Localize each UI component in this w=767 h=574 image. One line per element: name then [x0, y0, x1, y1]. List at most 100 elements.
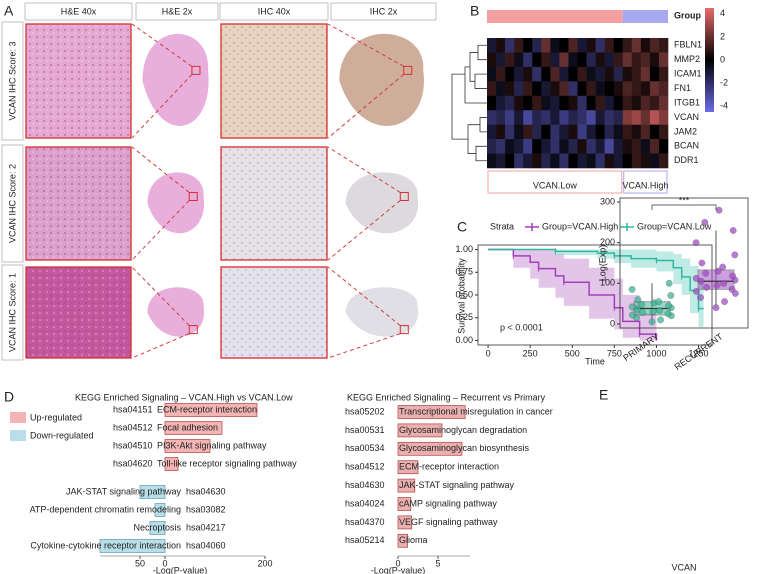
- x-tick-label: 0: [486, 348, 491, 358]
- bar: [397, 497, 412, 511]
- y-tick-label: 100: [600, 278, 615, 288]
- heatmap-cell: [550, 110, 560, 125]
- zoom-line: [327, 146, 401, 193]
- column-header-box: [135, 2, 219, 21]
- heatmap-cell: [622, 110, 633, 125]
- data-point: [712, 304, 720, 312]
- heatmap-cell: [532, 95, 542, 111]
- heatmap-cell: [541, 153, 551, 169]
- heatmap-cell: [487, 52, 497, 68]
- panel-letter: C: [457, 219, 467, 235]
- row-label: JAM2: [674, 126, 697, 136]
- legend-swatch: [10, 430, 26, 441]
- heatmap-cell: [595, 124, 605, 140]
- group-name: VCAN.High: [622, 180, 668, 190]
- heatmap-cell: [658, 95, 669, 111]
- data-point: [697, 294, 704, 301]
- heatmap-cell: [658, 66, 669, 82]
- x-tick-label: 500: [565, 348, 580, 358]
- heatmap-cell: [631, 66, 642, 82]
- pathway-name: Glycosaminoglycan biosynthesis: [399, 443, 530, 453]
- heatmap-cell: [631, 95, 642, 111]
- y-tick-label: 0.75: [455, 267, 473, 277]
- data-point: [719, 263, 727, 271]
- pathway-name: ECM-receptor interaction: [157, 404, 257, 414]
- heatmap-cell: [613, 124, 624, 140]
- heatmap-cell: [559, 95, 569, 111]
- data-point: [664, 310, 672, 318]
- heatmap-cell: [514, 81, 524, 97]
- significance-label: ***: [679, 195, 690, 205]
- heatmap-cell: [649, 153, 660, 169]
- heatmap-cell: [568, 95, 578, 111]
- micrograph-texture: [26, 267, 131, 358]
- column-header: H&E 40x: [61, 6, 97, 16]
- heatmap-cell: [622, 124, 633, 140]
- y-tick-label: 0: [610, 318, 615, 328]
- colorbar-label: -4: [720, 101, 728, 111]
- pathway-name: JAK-STAT signaling pathway: [66, 486, 182, 496]
- heatmap-cell: [514, 66, 524, 82]
- zoom-line: [327, 266, 401, 326]
- data-point: [656, 307, 663, 314]
- x-tick-label: 0: [395, 558, 400, 568]
- heatmap-cell: [649, 110, 660, 125]
- pathway-name: Cytokine-cytokine receptor interaction: [30, 540, 181, 550]
- annotation: p < 0.0001: [500, 322, 543, 332]
- heatmap-cell: [640, 139, 651, 154]
- heatmap-cell: [595, 52, 605, 68]
- x-tick-label: 5: [435, 558, 440, 568]
- plot-frame: [619, 197, 749, 329]
- bar: [397, 423, 443, 438]
- data-point: [713, 281, 721, 289]
- heatmap-cell: [523, 52, 533, 68]
- heatmap-cell: [550, 95, 560, 111]
- heatmap-cell: [577, 124, 587, 140]
- heatmap-cell: [505, 66, 515, 82]
- bar: [397, 515, 412, 530]
- heatmap-cell: [586, 81, 596, 97]
- tissue-section: [147, 287, 205, 337]
- zoom-line: [327, 200, 401, 261]
- significance-bracket: [651, 204, 717, 210]
- heatmap-cell: [586, 52, 596, 68]
- panel-letter: D: [4, 389, 14, 405]
- pathway-name: PI3K-Akt signaling pathway: [157, 440, 267, 450]
- micrograph-texture: [26, 24, 131, 138]
- data-point: [729, 227, 737, 234]
- x-tick-label: 1000: [646, 348, 666, 358]
- colorbar-label: -2: [720, 77, 728, 87]
- micrograph-texture: [221, 24, 327, 138]
- heatmap-cell: [523, 124, 533, 140]
- data-point: [714, 267, 722, 275]
- heatmap-cell: [523, 38, 533, 53]
- heatmap-cell: [577, 81, 587, 97]
- heatmap-cell: [613, 139, 624, 154]
- data-point: [628, 286, 636, 293]
- heatmap-cell: [622, 38, 633, 53]
- row-label: VCAN IHC Score: 3: [7, 41, 17, 120]
- heatmap-cell: [523, 66, 533, 82]
- heatmap-cell: [640, 95, 651, 111]
- zoom-line: [327, 23, 404, 67]
- heatmap-cell: [631, 38, 642, 53]
- zoom-box: [188, 325, 198, 335]
- heatmap-cell: [586, 153, 596, 169]
- heatmap-cell: [505, 38, 515, 53]
- heatmap-cell: [496, 38, 506, 53]
- zoom-line: [327, 333, 401, 359]
- legend-label: Down-regulated: [30, 430, 94, 440]
- chart-title: KEGG Enriched Signaling – Recurrent vs P…: [347, 392, 546, 402]
- group-bracket: [623, 170, 668, 194]
- heatmap-cell: [487, 95, 497, 111]
- heatmap-cell: [640, 81, 651, 97]
- colorbar: [705, 8, 714, 112]
- pathway-code: hsa00531: [345, 425, 385, 435]
- pathway-code: hsa00534: [345, 443, 385, 453]
- bar: [164, 421, 223, 435]
- heatmap-cell: [649, 52, 660, 68]
- heatmap-cell: [559, 81, 569, 97]
- pathway-code: hsa05214: [345, 535, 385, 545]
- column-header: IHC 2x: [370, 6, 398, 16]
- micrograph-texture: [221, 147, 327, 260]
